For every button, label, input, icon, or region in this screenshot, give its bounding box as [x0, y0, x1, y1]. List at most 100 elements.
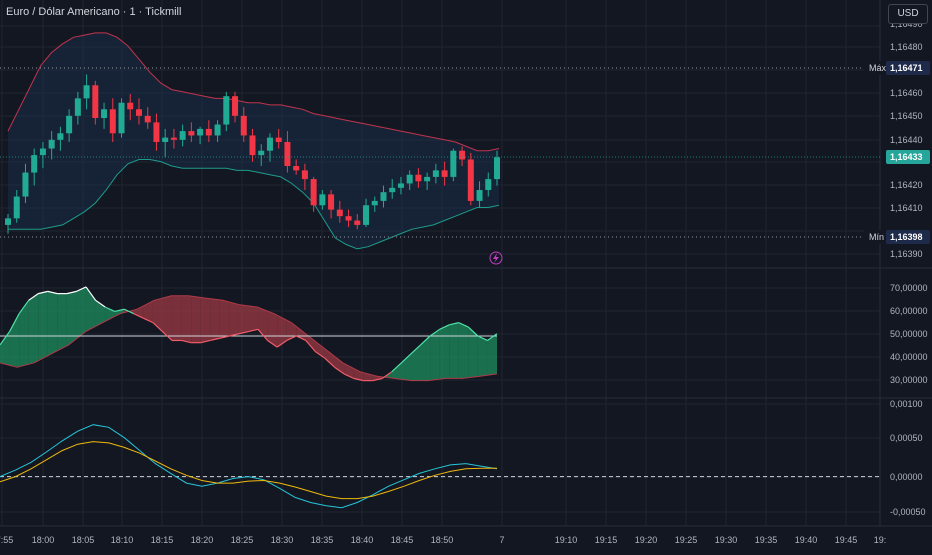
rsi-tick-label: 30,00000 — [890, 375, 928, 385]
upper-band-line — [7, 32, 500, 152]
rsi-line-segment — [181, 339, 192, 344]
candle-body — [275, 137, 282, 142]
rsi-line-segment — [429, 328, 440, 337]
candlesticks[interactable] — [5, 74, 500, 234]
time-label: 19:30 — [715, 535, 738, 545]
candle-body — [31, 155, 38, 173]
rsi-fill-segment — [38, 291, 48, 361]
candle-body — [459, 150, 466, 160]
candle-body — [476, 190, 483, 201]
symbol-title: Euro / Dólar Americano · 1 · Tickmill — [6, 6, 182, 18]
price-axis[interactable]: 1,16490 1,16480 1,16460 1,16450 1,16440 1,164… — [890, 19, 928, 517]
time-label: 18:05 — [72, 535, 95, 545]
rsi-line-segment — [343, 373, 354, 379]
candle-body — [118, 102, 125, 134]
candle-body — [153, 122, 160, 142]
candle-body — [144, 115, 151, 123]
candle-body — [415, 174, 422, 182]
rsi-line-segment — [18, 299, 30, 315]
price-tick-label: 1,16480 — [890, 42, 923, 52]
rsi-line-segment — [286, 335, 297, 342]
currency-button[interactable]: USD — [888, 4, 928, 24]
macd-tick-label: 0,00100 — [890, 399, 923, 409]
time-label: 19:40 — [795, 535, 818, 545]
candle-body — [380, 192, 387, 201]
time-label: 19:25 — [675, 535, 698, 545]
rsi-line-segment — [458, 322, 469, 328]
time-label: 7 — [499, 535, 504, 545]
rsi-line-segment — [66, 290, 77, 295]
candle-body — [258, 150, 265, 156]
rsi-fill-segment — [477, 336, 488, 377]
time-label: 19:15 — [595, 535, 618, 545]
min-value: 1,16398 — [890, 232, 923, 242]
rsi-fill-segment — [449, 322, 459, 379]
max-value: 1,16471 — [890, 63, 923, 73]
rsi-fill-segment — [334, 356, 345, 374]
rsi-panel[interactable] — [0, 286, 498, 382]
min-value-bg — [886, 230, 930, 244]
rsi-line-segment — [467, 326, 479, 337]
macd-panel[interactable] — [0, 424, 880, 509]
rsi-line-segment — [276, 339, 288, 348]
candle-body — [354, 220, 361, 225]
rsi-fill-segment — [219, 299, 230, 339]
rsi-line-segment — [391, 362, 402, 373]
rsi-fill-segment — [420, 336, 431, 381]
candle-body — [170, 137, 177, 140]
rsi-line-segment — [449, 322, 459, 326]
rsi-fill-segment — [47, 291, 58, 356]
candle-body — [450, 150, 457, 177]
rsi-fill-segment — [210, 298, 220, 341]
macd-tick-label: 0,00000 — [890, 472, 923, 482]
candle-body — [22, 172, 29, 197]
rsi-fill-segment — [66, 291, 77, 346]
grid-lines — [0, 0, 932, 527]
lower-band-line — [8, 159, 500, 250]
price-reference-lines — [0, 67, 880, 265]
rsi-fill-segment — [267, 311, 278, 348]
time-label: 19: — [874, 535, 887, 545]
candle-body — [127, 102, 134, 110]
rsi-fill-segment — [9, 313, 20, 367]
rsi-line-segment — [143, 317, 154, 324]
time-label: 18:50 — [431, 535, 454, 545]
rsi-fill-segment — [191, 296, 201, 343]
rsi-line-segment — [487, 333, 498, 341]
rsi-line-segment — [162, 331, 173, 341]
rsi-line-segment — [324, 357, 335, 368]
candle-body — [363, 205, 370, 225]
candle-body — [441, 170, 448, 177]
rsi-tick-label: 70,00000 — [890, 283, 928, 293]
rsi-fill-segment — [152, 298, 163, 332]
candle-body — [205, 128, 212, 136]
candle-body — [13, 196, 20, 219]
candle-body — [336, 209, 343, 217]
rsi-fill-segment — [410, 344, 421, 381]
rsi-fill-segment — [401, 353, 411, 381]
rsi-line-segment — [9, 313, 20, 332]
candle-body — [109, 109, 116, 134]
time-label: 19:35 — [755, 535, 778, 545]
current-price-value-bg — [886, 150, 930, 164]
rsi-line-segment — [248, 328, 259, 333]
current-price-value: 1,16433 — [890, 152, 923, 162]
candle-body — [485, 179, 492, 190]
candle-body — [92, 85, 99, 118]
time-axis[interactable]: 17:55 18:00 18:05 18:10 18:15 18:20 18:25 18:30… — [0, 535, 886, 545]
rsi-line-segment — [229, 333, 240, 337]
candle-body — [345, 216, 352, 221]
rsi-line-segment — [401, 353, 412, 364]
rsi-fill-segment — [468, 327, 478, 378]
rsi-tick-label: 60,00000 — [890, 306, 928, 316]
time-label: 18:00 — [32, 535, 55, 545]
rsi-line-segment — [305, 340, 316, 353]
time-label: 17:55 — [0, 535, 13, 545]
candle-body — [223, 96, 230, 125]
rsi-fill-segment — [229, 302, 239, 336]
rsi-tick-label: 50,00000 — [890, 329, 928, 339]
price-tick-label: 1,16420 — [890, 180, 923, 190]
price-tick-label: 1,16390 — [890, 249, 923, 259]
